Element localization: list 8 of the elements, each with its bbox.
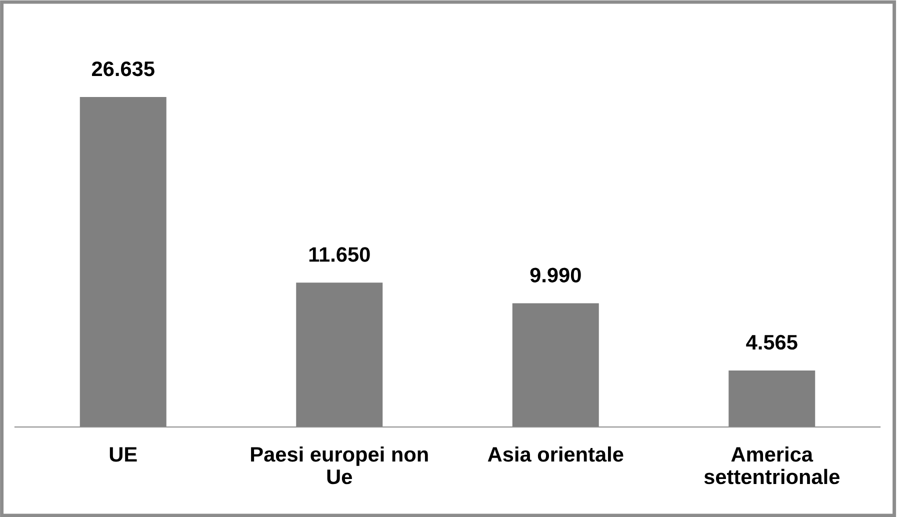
x-tick-label: UE bbox=[110, 447, 137, 462]
x-tick-label: America settentrionale bbox=[704, 446, 840, 484]
data-label: 9.990 bbox=[530, 268, 581, 282]
x-tick-label: Asia orientale bbox=[488, 446, 624, 462]
data-label: 4.565 bbox=[746, 334, 798, 350]
x-tick-label: Paesi europei non Ue bbox=[251, 446, 428, 484]
data-label: 26.635 bbox=[92, 61, 154, 76]
data-label: 11.650 bbox=[309, 247, 370, 262]
